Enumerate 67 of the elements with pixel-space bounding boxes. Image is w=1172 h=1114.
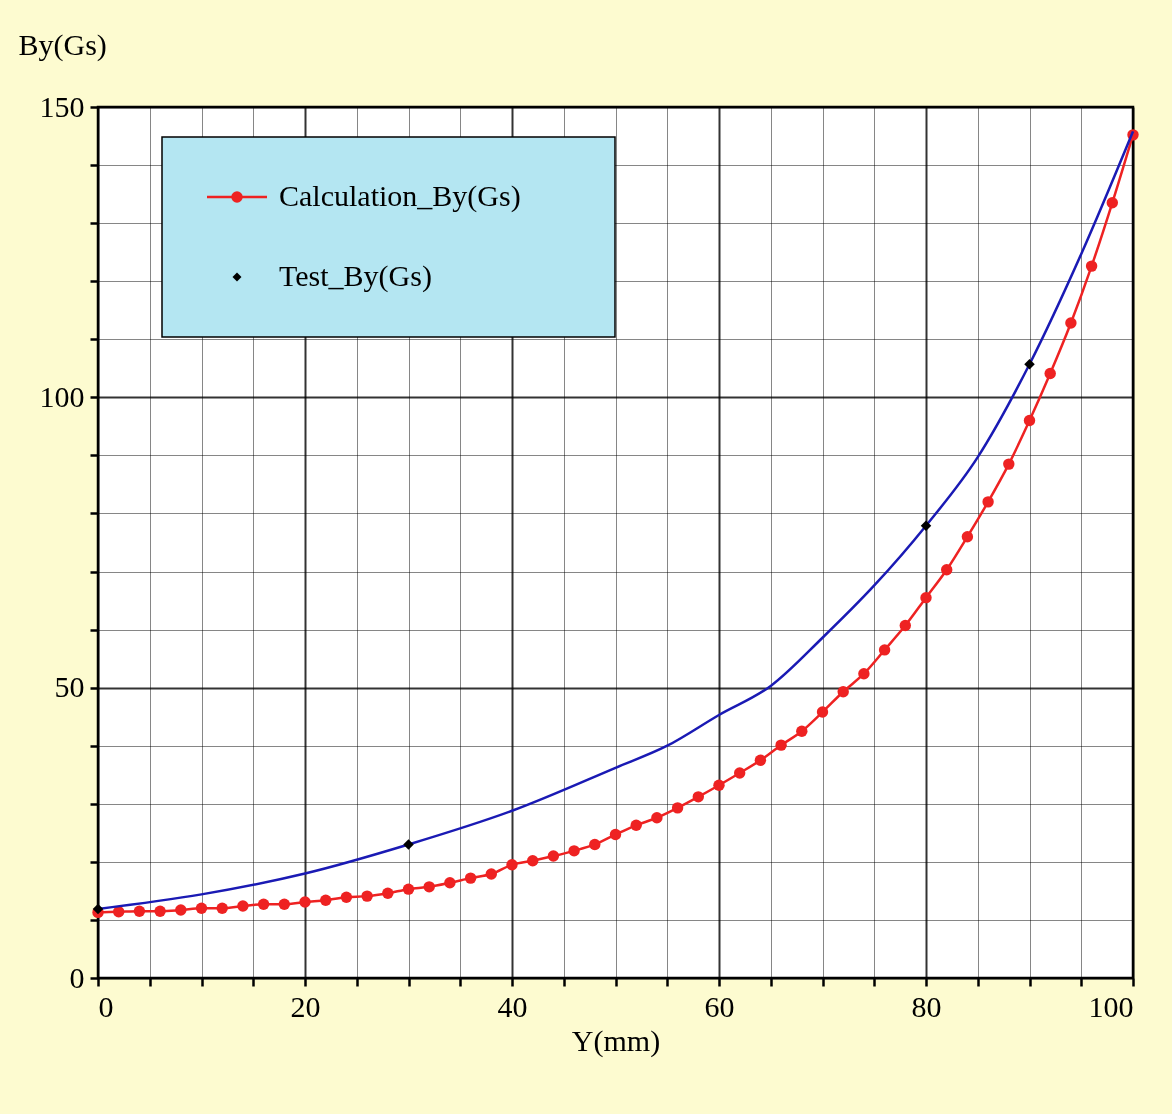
y-tick-label: 0 [69, 960, 85, 994]
point [1065, 317, 1077, 329]
point [278, 898, 290, 910]
x-tick-label: 100 [1088, 989, 1134, 1023]
point [216, 902, 228, 915]
y-axis-title: By(Gs) [18, 27, 107, 62]
point [1085, 260, 1098, 272]
x-tick-label: 60 [704, 989, 735, 1023]
point [568, 845, 580, 857]
point [133, 905, 146, 917]
y-tick-label: 100 [39, 379, 85, 413]
point [837, 686, 849, 698]
point [796, 725, 808, 737]
point [464, 872, 477, 884]
point [527, 855, 539, 867]
point [734, 767, 746, 779]
point [485, 868, 497, 880]
point [1106, 197, 1118, 209]
x-tick-label: 40 [497, 989, 528, 1023]
point [651, 812, 663, 824]
x-tick-label: 0 [98, 989, 114, 1023]
y-tick-label: 50 [54, 670, 85, 704]
point [713, 779, 725, 791]
point [630, 819, 642, 831]
point [547, 850, 560, 862]
point [382, 887, 394, 899]
point [506, 859, 518, 871]
point [320, 894, 332, 906]
point [1024, 358, 1035, 370]
point [609, 828, 622, 841]
y-tick-label: 150 [39, 89, 85, 123]
x-axis-title: Y(mm) [571, 1023, 661, 1058]
point [961, 531, 974, 543]
point [1003, 458, 1015, 470]
point [692, 791, 704, 803]
point [403, 839, 414, 850]
point [175, 904, 187, 916]
point [941, 564, 953, 576]
point [899, 619, 911, 632]
x-tick-label: 80 [911, 989, 942, 1023]
point [92, 903, 104, 915]
point [361, 890, 373, 902]
x-tick-label: 20 [290, 989, 321, 1023]
point [299, 896, 311, 908]
point [113, 906, 125, 918]
point [858, 668, 870, 680]
point [920, 591, 932, 604]
point [340, 891, 353, 903]
point [402, 883, 415, 895]
point [1023, 414, 1036, 427]
point [195, 902, 208, 915]
legend-label: Test_By(Gs) [279, 259, 432, 293]
point [775, 739, 787, 751]
point [982, 496, 994, 508]
point [423, 881, 435, 893]
legend-label: Calculation_By(Gs) [279, 179, 521, 213]
point [257, 898, 270, 910]
point [671, 802, 684, 814]
point [878, 644, 891, 656]
point [154, 905, 166, 917]
point [589, 838, 601, 851]
point [754, 754, 767, 766]
point [1044, 367, 1056, 380]
point [237, 900, 249, 912]
point [920, 520, 932, 531]
point [816, 706, 829, 718]
point [444, 877, 456, 889]
